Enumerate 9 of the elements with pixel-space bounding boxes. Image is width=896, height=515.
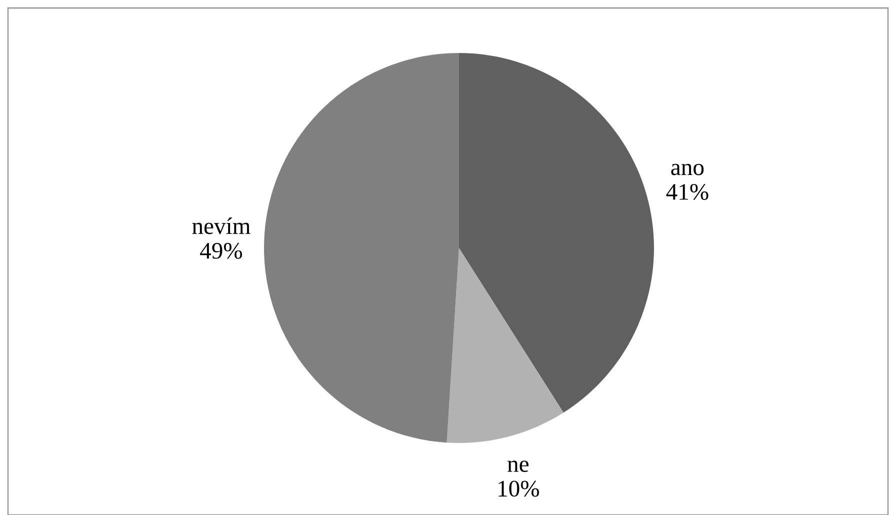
slice-label: ne <box>508 460 528 472</box>
data-label: 10% <box>498 480 539 497</box>
data-label: 49% <box>200 242 242 259</box>
pie-slice <box>459 53 654 413</box>
pie-slice <box>264 53 459 443</box>
slice-label: ano <box>671 164 704 176</box>
slice-label: nevím <box>192 217 250 234</box>
pie-slice <box>446 248 564 443</box>
data-label: 41% <box>666 184 708 200</box>
